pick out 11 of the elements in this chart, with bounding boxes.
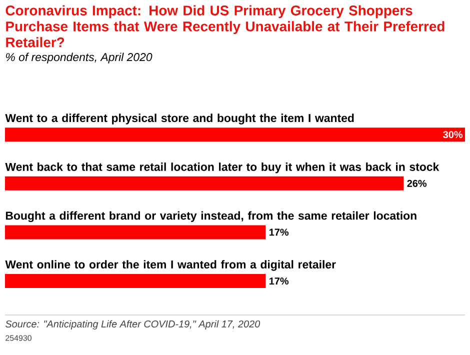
y-tick-label: Went online to order the item I wanted from a digital retailer (5, 260, 336, 271)
y-tick-label: Bought a different brand or variety instead, from the same retailer location (6, 211, 416, 222)
chart-title: Coronavirus Impact: How Did US Primary Grocery Shoppers Purchase Items that Were Recently Unavailable at Their Preferred Retailer? (6, 5, 444, 48)
data-label: 26% (407, 180, 427, 187)
data-label: 30% (443, 131, 463, 138)
data-label: 17% (269, 278, 289, 285)
source-note: Source: "Anticipating Life After COVID-19," April 17, 2020 (5, 320, 260, 330)
y-tick-label: Went back to that same retail location later to buy it when it was back in stock (5, 162, 440, 174)
data-label: 17% (269, 228, 289, 236)
chart-subtitle: % of respondents, April 2020 (6, 52, 152, 64)
y-tick-label: Went to a different physical store and bought the item I wanted (5, 114, 354, 124)
